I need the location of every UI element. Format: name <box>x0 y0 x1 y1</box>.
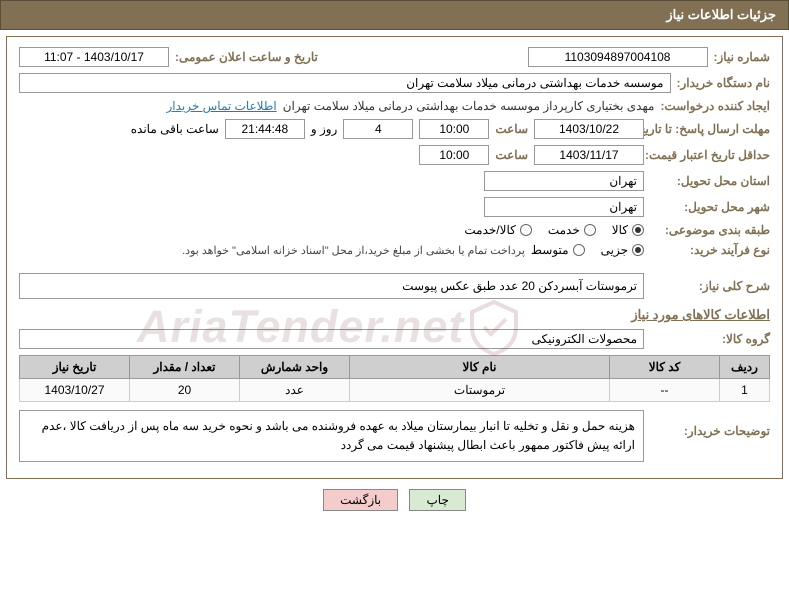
province-value: تهران <box>484 171 644 191</box>
radio-goods-service[interactable]: کالا/خدمت <box>464 223 531 237</box>
price-valid-label: حداقل تاریخ اعتبار قیمت: تا تاریخ: <box>650 148 770 162</box>
days-remaining: 4 <box>343 119 413 139</box>
process-note: پرداخت تمام یا بخشی از مبلغ خرید،از محل … <box>182 244 525 257</box>
button-row: چاپ بازگشت <box>0 489 789 511</box>
goods-table: ردیف کد کالا نام کالا واحد شمارش تعداد /… <box>19 355 770 402</box>
need-number-label: شماره نیاز: <box>714 50 770 64</box>
page-title: جزئیات اطلاعات نیاز <box>666 7 776 22</box>
goods-group-label: گروه کالا: <box>650 332 770 346</box>
countdown-value: 21:44:48 <box>225 119 305 139</box>
page-header: جزئیات اطلاعات نیاز <box>0 0 789 30</box>
city-value: تهران <box>484 197 644 217</box>
th-qty: تعداد / مقدار <box>130 356 240 379</box>
td-name: ترموستات <box>350 379 610 402</box>
need-desc-label: شرح کلی نیاز: <box>650 279 770 293</box>
reply-deadline-label: مهلت ارسال پاسخ: تا تاریخ: <box>650 122 770 136</box>
radio-goods[interactable]: کالا <box>612 223 644 237</box>
price-valid-time: 10:00 <box>419 145 489 165</box>
radio-service-circle <box>584 224 596 236</box>
td-code: -- <box>610 379 720 402</box>
td-need-date: 1403/10/27 <box>20 379 130 402</box>
th-need-date: تاریخ نیاز <box>20 356 130 379</box>
td-unit: عدد <box>240 379 350 402</box>
buyer-contact-link[interactable]: اطلاعات تماس خریدار <box>167 99 277 113</box>
radio-partial-circle <box>632 244 644 256</box>
process-type-label: نوع فرآیند خرید: <box>650 243 770 257</box>
need-number-value: 1103094897004108 <box>528 47 708 67</box>
subject-category-label: طبقه بندی موضوعی: <box>650 223 770 237</box>
table-row: 1 -- ترموستات عدد 20 1403/10/27 <box>20 379 770 402</box>
details-panel: AriaTender.net شماره نیاز: 1103094897004… <box>6 36 783 479</box>
th-code: کد کالا <box>610 356 720 379</box>
buyer-notes-label: توضیحات خریدار: <box>650 410 770 438</box>
time-label-2: ساعت <box>495 148 528 162</box>
th-unit: واحد شمارش <box>240 356 350 379</box>
time-label-1: ساعت <box>495 122 528 136</box>
days-and-label: روز و <box>311 122 338 136</box>
subject-category-group: کالا خدمت کالا/خدمت <box>464 223 644 237</box>
need-desc-value: ترموستات آبسردکن 20 عدد طبق عکس پیوست <box>19 273 644 299</box>
city-label: شهر محل تحویل: <box>650 200 770 214</box>
reply-deadline-date: 1403/10/22 <box>534 119 644 139</box>
td-row: 1 <box>720 379 770 402</box>
table-header-row: ردیف کد کالا نام کالا واحد شمارش تعداد /… <box>20 356 770 379</box>
goods-info-title: اطلاعات کالاهای مورد نیاز <box>19 307 770 323</box>
buyer-org-value: موسسه خدمات بهداشتی درمانی میلاد سلامت ت… <box>19 73 671 93</box>
th-name: نام کالا <box>350 356 610 379</box>
requester-label: ایجاد کننده درخواست: <box>660 99 770 113</box>
radio-partial[interactable]: جزیی <box>601 243 644 257</box>
remaining-label: ساعت باقی مانده <box>131 122 219 136</box>
radio-service[interactable]: خدمت <box>548 223 596 237</box>
requester-value: مهدی بختیاری کارپرداز موسسه خدمات بهداشت… <box>283 99 655 113</box>
th-row: ردیف <box>720 356 770 379</box>
td-qty: 20 <box>130 379 240 402</box>
radio-medium[interactable]: متوسط <box>531 243 585 257</box>
province-label: استان محل تحویل: <box>650 174 770 188</box>
print-button[interactable]: چاپ <box>409 489 465 511</box>
announce-datetime-label: تاریخ و ساعت اعلان عمومی: <box>175 50 318 64</box>
radio-goods-service-circle <box>520 224 532 236</box>
announce-datetime-value: 1403/10/17 - 11:07 <box>19 47 169 67</box>
process-type-group: جزیی متوسط <box>531 243 644 257</box>
radio-goods-circle <box>632 224 644 236</box>
reply-deadline-time: 10:00 <box>419 119 489 139</box>
back-button[interactable]: بازگشت <box>323 489 398 511</box>
radio-medium-circle <box>573 244 585 256</box>
goods-group-value: محصولات الکترونیکی <box>19 329 644 349</box>
buyer-notes-value: هزینه حمل و نقل و تخلیه تا انبار بیمارست… <box>19 410 644 462</box>
price-valid-date: 1403/11/17 <box>534 145 644 165</box>
buyer-org-label: نام دستگاه خریدار: <box>677 76 771 90</box>
